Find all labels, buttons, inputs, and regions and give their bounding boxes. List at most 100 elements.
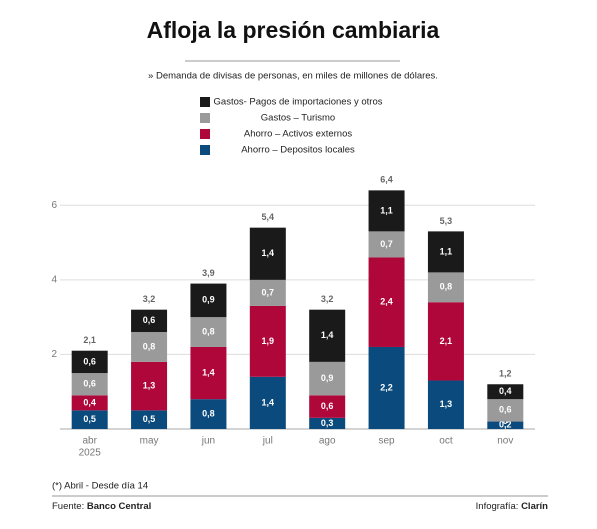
bar-segment (71, 350, 108, 374)
subtitle: » Demanda de divisas de personas, en mil… (148, 71, 438, 82)
y-tick-label: 4 (51, 274, 57, 285)
total-label: 3,2 (321, 294, 334, 304)
value-label: 0,8 (440, 282, 453, 292)
value-label: 0,9 (202, 295, 215, 305)
legend-label: Ahorro – Depositos locales (241, 145, 355, 156)
legend-swatch (200, 113, 210, 123)
credit: Infografía: Clarín (476, 501, 549, 512)
legend-swatch (200, 97, 210, 107)
total-label: 1,2 (499, 369, 512, 379)
value-label: 0,4 (83, 397, 96, 407)
value-label: 0,6 (143, 315, 156, 325)
bar-segment (71, 373, 108, 396)
total-label: 3,2 (143, 294, 156, 304)
bar-segment (368, 257, 405, 347)
bar-segment (131, 309, 168, 333)
legend-swatch (200, 145, 210, 155)
credit-name: Clarín (521, 501, 548, 512)
bar-segment (427, 231, 464, 273)
value-label: 1,4 (321, 330, 334, 340)
value-label: 0,8 (143, 341, 156, 351)
x-tick-label: jun (201, 436, 215, 447)
legend-label: Gastos – Turismo (261, 113, 335, 124)
y-tick-label: 6 (51, 200, 57, 211)
bar-segment (71, 395, 108, 411)
x-tick-label: jul (262, 436, 273, 447)
credit-label: Infografía: (476, 501, 519, 512)
bar-segment (190, 399, 227, 429)
value-label: 0,6 (83, 379, 96, 389)
total-label: 5,3 (440, 216, 453, 226)
x-tick-label: oct (439, 436, 453, 447)
value-label: 1,9 (262, 336, 275, 346)
value-label: 0,7 (380, 239, 393, 249)
chart-title: Afloja la presión cambiaria (147, 17, 440, 43)
bar-segment (487, 384, 524, 400)
total-label: 3,9 (202, 268, 215, 278)
value-label: 0,8 (202, 408, 215, 418)
total-label: 2,1 (83, 335, 96, 345)
value-label: 0,6 (83, 356, 96, 366)
x-tick-label: may (140, 436, 159, 447)
bar-segment (249, 376, 286, 429)
bar-segment (71, 410, 108, 429)
legend-label: Ahorro – Activos externos (244, 129, 352, 140)
bar-segment (427, 380, 464, 429)
bar-segment (309, 417, 346, 429)
value-label: 0,8 (202, 326, 215, 336)
value-label: 0,6 (499, 405, 512, 415)
value-label: 0,9 (321, 373, 334, 383)
value-label: 0,3 (321, 418, 334, 428)
x-tick-label: nov (497, 436, 513, 447)
bar-segment (190, 317, 227, 347)
total-label: 5,4 (262, 212, 275, 222)
value-label: 2,4 (380, 297, 393, 307)
bar-segment (249, 279, 286, 306)
source: Fuente: Banco Central (52, 501, 151, 512)
x-tick-label: sep (379, 436, 396, 447)
source-label: Fuente: (52, 501, 84, 512)
x-tick-label: ago (319, 436, 336, 447)
value-label: 1,4 (202, 367, 215, 377)
bar-segment (131, 410, 168, 429)
value-label: 1,4 (262, 248, 275, 258)
bar-segment (131, 361, 168, 411)
bar-segment (368, 190, 405, 232)
bar-segment (487, 421, 524, 429)
value-label: 1,1 (440, 246, 453, 256)
value-label: 1,3 (143, 380, 156, 390)
legend-label: Gastos- Pagos de importaciones y otros (214, 97, 383, 108)
bar-segment (427, 302, 464, 381)
bar-segment (190, 346, 227, 400)
value-label: 1,4 (262, 397, 275, 407)
value-label: 0,2 (499, 420, 512, 430)
x-tick-label: abr (82, 436, 97, 447)
value-label: 2,1 (440, 336, 453, 346)
bar-segment (249, 227, 286, 280)
value-label: 0,4 (499, 386, 512, 396)
value-label: 0,5 (143, 414, 156, 424)
bar-segment (309, 395, 346, 418)
y-tick-label: 2 (51, 349, 57, 360)
bar-segment (309, 361, 346, 396)
bar-segment (190, 283, 227, 318)
bar-segment (131, 332, 168, 362)
x-sublabel: 2025 (79, 448, 102, 459)
value-label: 1,3 (440, 399, 453, 409)
value-label: 1,1 (380, 205, 393, 215)
legend-swatch (200, 129, 210, 139)
bar-segment (368, 231, 405, 258)
note: (*) Abril - Desde día 14 (52, 481, 148, 492)
value-label: 0,5 (83, 414, 96, 424)
value-label: 0,6 (321, 401, 334, 411)
value-label: 2,2 (380, 382, 393, 392)
bar-segment (427, 272, 464, 303)
bar-segment (487, 399, 524, 422)
value-label: 0,7 (262, 287, 275, 297)
source-name: Banco Central (87, 501, 151, 512)
total-label: 6,4 (380, 175, 393, 185)
bar-segment (249, 305, 286, 377)
bar-segment (368, 346, 405, 429)
